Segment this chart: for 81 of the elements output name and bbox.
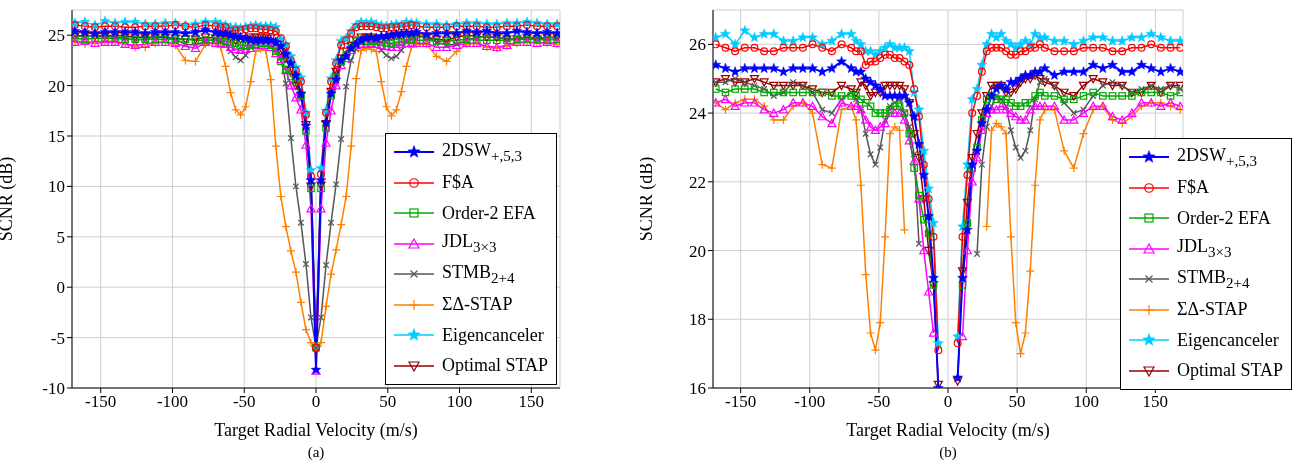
- legend-label: Order-2 EFA: [1176, 207, 1271, 229]
- point: [856, 180, 866, 190]
- point: [910, 150, 918, 158]
- point: [885, 129, 895, 139]
- point: [722, 78, 729, 86]
- y-tick-label: 24: [689, 104, 707, 124]
- point: [1022, 147, 1029, 155]
- point: [731, 75, 739, 83]
- legend-label: Optimal STAP: [441, 355, 548, 377]
- point: [880, 232, 890, 242]
- legend-label: Eigencanceler: [441, 324, 544, 346]
- y-tick-label: 22: [689, 172, 706, 192]
- x-tick-label: 0: [311, 392, 321, 412]
- y-tick-label: 18: [689, 310, 706, 330]
- x-tick-label: 0: [943, 392, 953, 412]
- legend-label: STMB$_{2+4}$: [441, 261, 515, 287]
- legend-label: F$A: [441, 172, 474, 194]
- y-tick-label: 10: [48, 177, 65, 197]
- x-tick-label: -150: [725, 392, 757, 412]
- legend-label: F$A: [1176, 177, 1209, 199]
- legend-label: Order-2 EFA: [441, 202, 536, 224]
- point: [865, 328, 876, 338]
- y-tick-label: 15: [48, 127, 65, 147]
- point: [778, 115, 789, 125]
- x-tick-label: -150: [85, 392, 117, 412]
- point: [1070, 109, 1078, 117]
- point: [1012, 144, 1020, 151]
- legend-label: 2DSW$_{+,5,3}$: [441, 139, 522, 165]
- x-tick-label: 150: [1142, 392, 1169, 412]
- point: [1020, 328, 1031, 338]
- x-tick-label: 100: [446, 392, 473, 412]
- point: [899, 225, 910, 235]
- legend-label: STMB$_{2+4}$: [1176, 266, 1250, 292]
- y-axis-title: SCNR (dB): [636, 156, 658, 242]
- x-tick-label: -50: [867, 392, 891, 412]
- text: (b): [938, 444, 958, 461]
- x-axis-title: Target Radial Velocity (m/s): [846, 420, 1050, 441]
- y-axis-title: SCNR (dB): [0, 156, 18, 242]
- point: [1099, 82, 1107, 89]
- y-tick-label: 26: [689, 35, 706, 55]
- point: [818, 106, 826, 114]
- legend-label: 2DSW$_{+,5,3}$: [1176, 144, 1257, 170]
- point: [1007, 126, 1015, 134]
- point: [1176, 85, 1183, 93]
- x-tick-label: 50: [1008, 392, 1026, 412]
- point: [1069, 163, 1079, 173]
- point: [1035, 115, 1045, 125]
- point: [867, 150, 874, 158]
- text: (a): [306, 444, 326, 461]
- x-tick-label: -100: [156, 392, 189, 412]
- point: [1059, 146, 1069, 156]
- legend-label: Optimal STAP: [1176, 360, 1283, 382]
- y-tick-label: 20: [689, 241, 706, 261]
- point: [827, 163, 837, 173]
- y-tick-label: -5: [50, 328, 65, 348]
- point: [978, 161, 986, 169]
- legend-label: JDL$_{3×3}$: [441, 231, 497, 257]
- x-tick-label: -50: [232, 392, 256, 412]
- x-tick-label: -100: [794, 392, 826, 412]
- point: [1006, 232, 1016, 242]
- y-tick-label: -10: [42, 379, 65, 399]
- legend-label: ΣΔ-STAP: [441, 294, 513, 316]
- y-tick-label: 5: [56, 227, 65, 247]
- point: [1109, 78, 1116, 86]
- point: [876, 144, 884, 151]
- point: [915, 240, 923, 248]
- x-tick-label: 150: [518, 392, 545, 412]
- y-tick-label: 25: [48, 26, 65, 46]
- point: [851, 115, 861, 125]
- legend-label: ΣΔ-STAP: [1176, 299, 1248, 321]
- y-tick-label: 20: [48, 76, 65, 96]
- legend-label: JDL$_{3×3}$: [1176, 236, 1232, 262]
- x-axis-title: Target Radial Velocity (m/s): [214, 420, 418, 441]
- x-tick-label: 100: [1073, 392, 1099, 412]
- y-tick-label: 16: [689, 379, 706, 399]
- legend-label: Eigencanceler: [1176, 329, 1279, 351]
- point: [905, 123, 913, 131]
- point: [1030, 180, 1040, 190]
- y-tick-label: 0: [56, 278, 65, 298]
- point: [1017, 154, 1024, 162]
- x-tick-label: 50: [379, 392, 397, 412]
